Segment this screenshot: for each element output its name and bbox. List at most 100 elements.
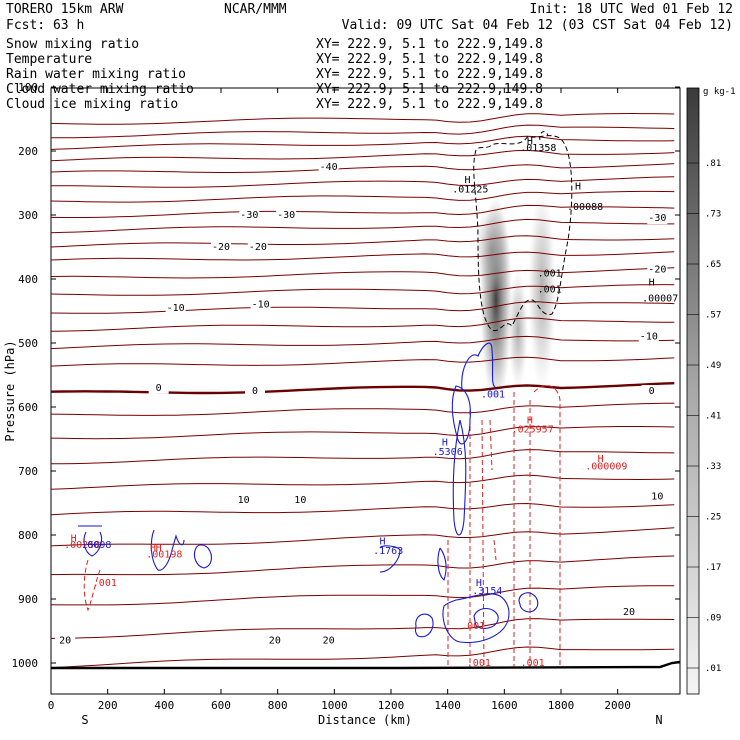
isotherm <box>51 474 675 490</box>
cloud-water-contour <box>379 545 401 573</box>
isotherm <box>51 585 675 606</box>
field-labels: H.01358H.01225.001.001H.00088H.00007H.02… <box>64 137 678 670</box>
x-tick-label: 1800 <box>548 699 575 712</box>
legend-xy-cloud-water: XY= 222.9, 5.1 to 222.9,149.8 <box>316 82 543 97</box>
isotherm <box>51 176 675 188</box>
snow-label: .001 <box>538 284 562 295</box>
isotherm <box>51 251 675 261</box>
x-tick-label: 600 <box>211 699 231 712</box>
isotherm <box>51 149 675 162</box>
y-tick-label: 300 <box>18 209 38 222</box>
snow-label: H <box>527 137 533 148</box>
isotherm <box>51 284 675 296</box>
isotherm <box>51 426 675 440</box>
colorbar-label: .57 <box>705 311 721 321</box>
legend-name-cloud-ice: Cloud ice mixing ratio <box>6 97 178 112</box>
y-tick-label: 100 <box>18 81 38 94</box>
legend-name-snow: Snow mixing ratio <box>6 37 139 52</box>
x-tick-label: 800 <box>268 699 288 712</box>
temp-label-bg <box>245 385 265 397</box>
cloud-water-label: H <box>379 537 385 548</box>
colorbar-label: .25 <box>705 513 721 523</box>
isotherm <box>51 317 675 332</box>
isotherm <box>51 335 675 350</box>
temp-label: 20 <box>623 607 635 618</box>
x-tick-label: 200 <box>98 699 118 712</box>
y-tick-label: 800 <box>18 529 38 542</box>
temp-label-bg <box>647 490 668 503</box>
temp-label: -20 <box>249 242 267 253</box>
temp-label: 20 <box>323 636 335 647</box>
temperature-contours <box>51 112 675 669</box>
model-title: TORERO 15km ARW <box>6 2 124 17</box>
colorbar-label: .09 <box>705 614 721 624</box>
colorbar-label: .65 <box>705 260 721 270</box>
temp-label-bg <box>641 385 662 397</box>
legend: Snow mixing ratio XY= 222.9, 5.1 to 222.… <box>6 37 543 112</box>
rain-contour <box>533 385 561 668</box>
temp-label: -20 <box>212 242 230 253</box>
snow-contour-peak <box>539 131 549 141</box>
temp-label-bg <box>247 241 268 253</box>
snow-label: .001 <box>538 268 562 279</box>
isotherm <box>51 646 675 669</box>
cloud-water-label: .1763 <box>373 546 403 557</box>
temp-label-bg <box>55 634 76 647</box>
isotherm <box>51 112 675 125</box>
legend-xy-rain: XY= 222.9, 5.1 to 222.9,149.8 <box>316 67 543 82</box>
legend-xy-snow: XY= 222.9, 5.1 to 222.9,149.8 <box>316 37 543 52</box>
isotherm <box>51 135 675 150</box>
temp-label-bg <box>211 241 231 253</box>
temperature-labels: -40 -30 -30 -30 -20 -20 -20 -10 -10 -10 0 0 0 10 10 10 2… <box>55 161 668 647</box>
rain-contour <box>83 559 101 612</box>
colorbar-label: .17 <box>705 563 721 573</box>
temp-label: 0 <box>252 386 258 397</box>
temp-label: -10 <box>252 300 270 311</box>
north-end-label: N <box>655 713 662 727</box>
isotherm <box>51 555 675 576</box>
colorbar-label: .73 <box>705 210 721 220</box>
temp-label-bg <box>318 161 339 173</box>
ice-label: .00088 <box>567 202 603 213</box>
legend-xy-temperature: XY= 222.9, 5.1 to 222.9,149.8 <box>316 52 543 67</box>
forecast-hour: Fcst: 63 h <box>6 18 84 33</box>
temp-label: -30 <box>648 213 666 224</box>
terrain-line <box>51 660 681 670</box>
legend-name-cloud-water: Cloud water mixing ratio <box>6 82 194 97</box>
ice-label: H <box>575 181 581 192</box>
isotherm <box>51 124 675 139</box>
x-tick-label: 0 <box>48 699 55 712</box>
x-tick-label: 400 <box>154 699 174 712</box>
temp-label-bg <box>647 212 668 225</box>
temp-label-bg <box>264 634 285 647</box>
temp-label-bg <box>165 301 186 314</box>
cloud-water-contour <box>452 419 467 536</box>
colorbar-label: .49 <box>705 361 721 371</box>
snow-label: H <box>464 175 470 186</box>
cloud-water-label: .3154 <box>472 586 502 597</box>
rain-contour <box>493 539 497 561</box>
x-tick-label: 1200 <box>378 699 405 712</box>
init-time: Init: 18 UTC Wed 01 Feb 12 <box>530 2 734 17</box>
temp-label: -10 <box>167 303 185 314</box>
temp-label: 0 <box>156 383 162 394</box>
x-axis-title: Distance (km) <box>318 713 412 727</box>
colorbar-label: .41 <box>705 412 721 422</box>
isotherm <box>51 618 675 639</box>
rain-label: .000009 <box>585 462 627 473</box>
x-tick-label: 1400 <box>434 699 461 712</box>
snow-contour-001 <box>473 135 573 332</box>
temp-label-bg <box>638 330 659 343</box>
legend-name-temperature: Temperature <box>6 52 92 67</box>
isotherm <box>51 204 675 218</box>
legend-name-rain: Rain water mixing ratio <box>6 67 186 82</box>
rain-label: .00198 <box>146 549 182 560</box>
x-tick-label: 1600 <box>491 699 518 712</box>
temp-label-bg <box>318 634 339 647</box>
south-end-label: S <box>81 713 88 727</box>
snow-label: .01225 <box>452 185 488 196</box>
temp-label: -20 <box>648 264 666 275</box>
isotherm <box>51 267 675 279</box>
